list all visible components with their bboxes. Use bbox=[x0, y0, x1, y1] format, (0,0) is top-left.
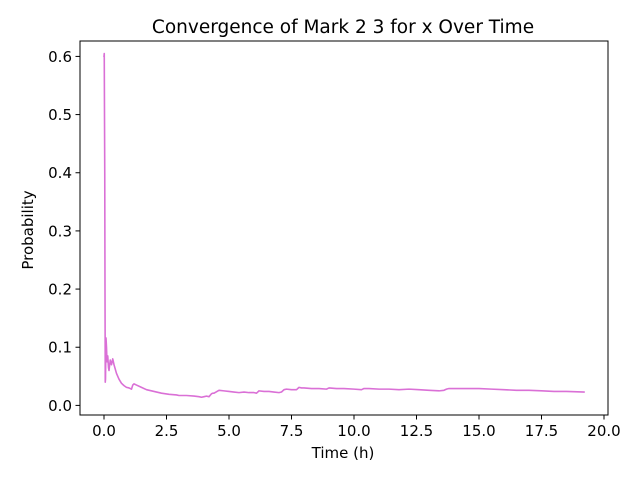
y-axis-label: Probability bbox=[19, 190, 37, 269]
series-line-0 bbox=[103, 52, 585, 399]
y-tick-label: 0.1 bbox=[48, 339, 72, 357]
plot-area: 0.0 2.5 5.0 7.5 10.0 12.5 15.0 17.5 20.0 0.0 0.1 0.… bbox=[48, 40, 621, 440]
y-tick-label: 0.0 bbox=[48, 397, 72, 415]
x-tick-label: 0.0 bbox=[92, 422, 116, 440]
y-tick-label: 0.3 bbox=[48, 222, 72, 240]
x-tick-label: 5.0 bbox=[217, 422, 241, 440]
y-tick-label: 0.5 bbox=[48, 106, 72, 124]
x-tick-label: 7.5 bbox=[280, 422, 304, 440]
y-tick-label: 0.2 bbox=[48, 281, 72, 299]
chart-title: Convergence of Mark 2 3 for x Over Time bbox=[152, 17, 534, 38]
x-tick-label: 12.5 bbox=[400, 422, 433, 440]
plot-frame bbox=[79, 40, 609, 416]
y-tick-label: 0.6 bbox=[48, 48, 72, 66]
x-tick-label: 2.5 bbox=[155, 422, 179, 440]
x-tick-label: 10.0 bbox=[337, 422, 370, 440]
x-tick-label: 17.5 bbox=[525, 422, 558, 440]
x-tick-label: 15.0 bbox=[462, 422, 495, 440]
x-axis-label: Time (h) bbox=[311, 444, 375, 462]
x-tick-label: 20.0 bbox=[587, 422, 620, 440]
y-tick-label: 0.4 bbox=[48, 164, 72, 182]
